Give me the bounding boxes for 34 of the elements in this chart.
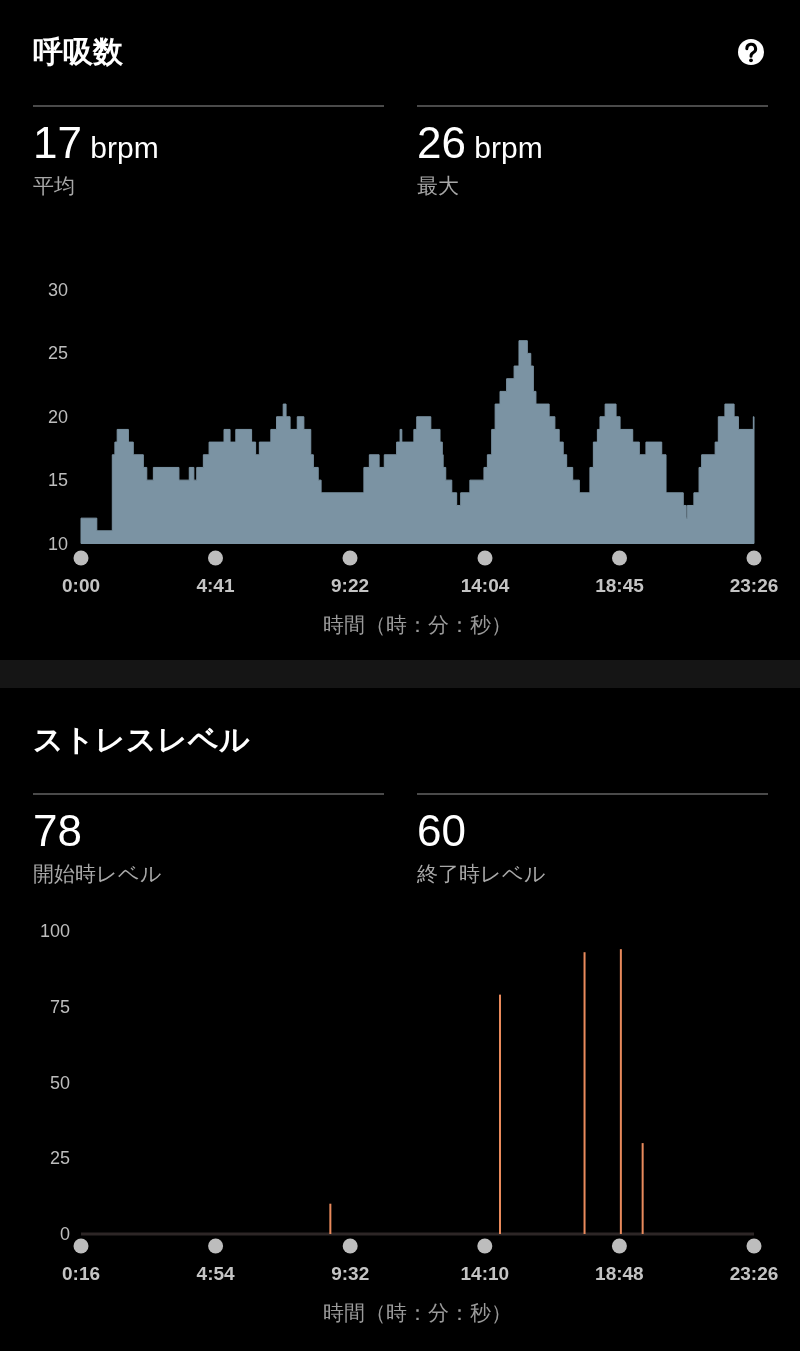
chart-title: ストレスレベル (33, 722, 250, 758)
chart-title: 呼吸数 (33, 34, 123, 70)
x-tick-label: 9:22 (331, 574, 370, 596)
y-tick-label: 50 (49, 1072, 70, 1093)
text: 17 brpm (33, 118, 159, 167)
x-tick-label: 9:32 (331, 1262, 370, 1284)
x-tick-label: 14:10 (460, 1262, 510, 1284)
text: 78 (33, 806, 82, 856)
text: 開始時レベル (33, 861, 162, 887)
text: 26 brpm (417, 118, 543, 167)
y-tick-label: 20 (47, 406, 68, 427)
y-tick-label: 100 (39, 921, 70, 941)
text: 平均 (33, 173, 75, 199)
y-tick-label: 10 (47, 533, 68, 554)
y-tick-label: 25 (49, 1148, 70, 1169)
text: 60 (417, 806, 466, 856)
y-tick-label: 0 (59, 1224, 70, 1244)
x-tick-label: 4:54 (196, 1262, 236, 1284)
x-axis-title: 時間（時：分：秒） (323, 1300, 512, 1324)
y-tick-label: 30 (47, 280, 68, 300)
x-tick-label: 0:16 (61, 1262, 101, 1284)
text: 終了時レベル (417, 861, 546, 887)
y-tick-label: 25 (47, 343, 68, 364)
x-tick-label: 0:00 (61, 574, 101, 596)
text: 最大 (417, 173, 459, 199)
x-tick-label: 23:26 (729, 574, 779, 596)
x-tick-label: 18:48 (595, 1262, 644, 1284)
x-tick-label: 18:45 (595, 574, 645, 596)
x-tick-label: 4:41 (196, 574, 235, 596)
x-tick-label: 23:26 (729, 1262, 779, 1284)
x-tick-label: 14:04 (460, 574, 510, 596)
y-tick-label: 75 (49, 996, 70, 1017)
y-tick-label: 15 (47, 470, 68, 491)
x-axis-title: 時間（時：分：秒） (323, 612, 512, 636)
